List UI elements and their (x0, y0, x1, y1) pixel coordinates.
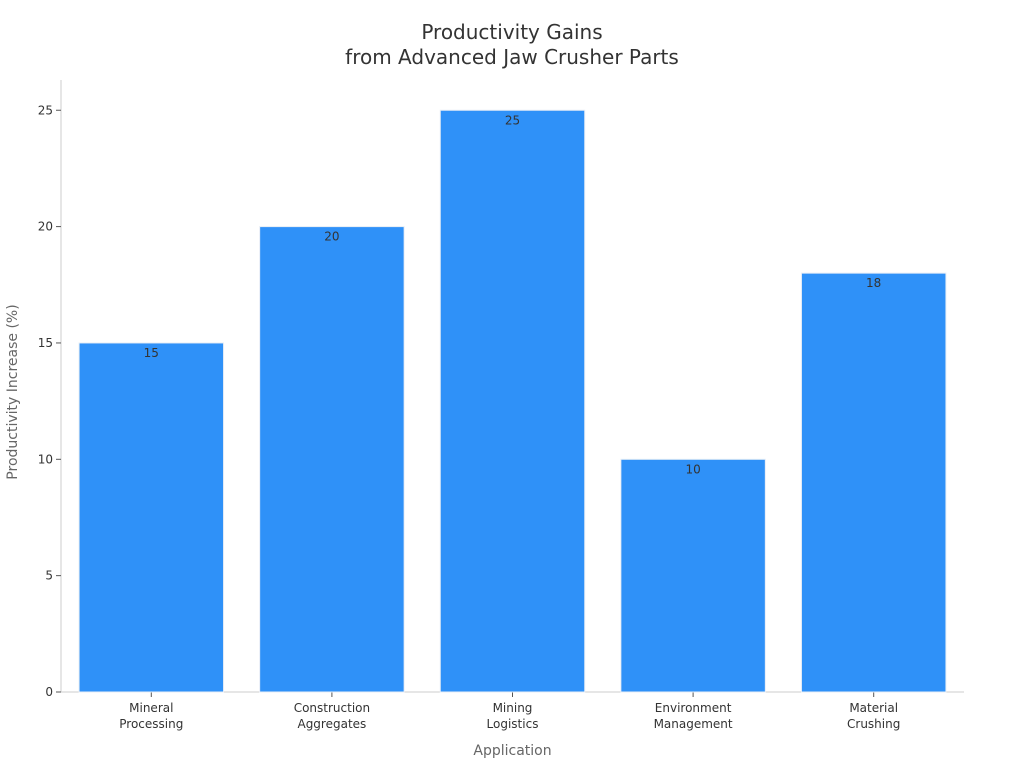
y-tick-label: 25 (38, 103, 53, 117)
bar (620, 458, 766, 693)
bar-value-label: 18 (866, 276, 881, 290)
y-tick-label: 10 (38, 452, 53, 466)
y-axis-title: Productivity Increase (%) (5, 304, 21, 479)
x-tick-label: Management (654, 717, 733, 731)
bar (439, 109, 586, 693)
x-tick-label: Crushing (847, 717, 900, 731)
bar-value-label: 15 (144, 346, 159, 360)
bar (259, 226, 405, 693)
bar-value-label: 20 (324, 230, 339, 244)
chart-title-line-2: from Advanced Jaw Crusher Parts (345, 45, 679, 69)
bar (78, 342, 225, 693)
bars (78, 109, 947, 693)
labels: 15 Mineral Processing 20 Construction Aggrega… (5, 113, 900, 759)
x-tick-label: Mineral (129, 701, 173, 715)
bar-value-label: 25 (505, 113, 520, 127)
y-tick-label: 20 (38, 220, 53, 234)
y-tick-label: 0 (45, 685, 53, 699)
bar-value-label: 10 (685, 462, 700, 476)
bar (800, 272, 947, 693)
x-axis-title: Application (473, 743, 551, 759)
y-tick-label: 15 (38, 336, 53, 350)
x-tick-label: Logistics (487, 717, 539, 731)
x-tick-label: Processing (119, 717, 183, 731)
chart-title: Productivity Gains from Advanced Jaw Cru… (0, 20, 1024, 70)
x-tick-label: Environment (655, 701, 732, 715)
x-tick-label: Material (849, 701, 898, 715)
chart-title-line-1: Productivity Gains (421, 20, 603, 44)
y-tick-label: 5 (45, 569, 53, 583)
x-tick-label: Construction (294, 701, 370, 715)
x-tick-label: Aggregates (297, 717, 366, 731)
x-tick-label: Mining (493, 701, 533, 715)
